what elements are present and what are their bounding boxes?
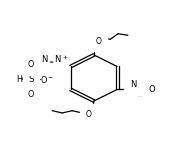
Text: HO: HO: [16, 75, 29, 84]
Text: S: S: [28, 75, 34, 84]
Text: O: O: [28, 60, 34, 69]
Text: O: O: [95, 37, 101, 46]
Text: O$^-$: O$^-$: [40, 74, 54, 85]
Text: O: O: [149, 85, 155, 94]
Text: O: O: [28, 90, 34, 99]
Text: N: N: [130, 80, 136, 89]
Text: O: O: [86, 110, 92, 119]
Text: N$_{\approx}$N$^+$: N$_{\approx}$N$^+$: [41, 54, 69, 65]
